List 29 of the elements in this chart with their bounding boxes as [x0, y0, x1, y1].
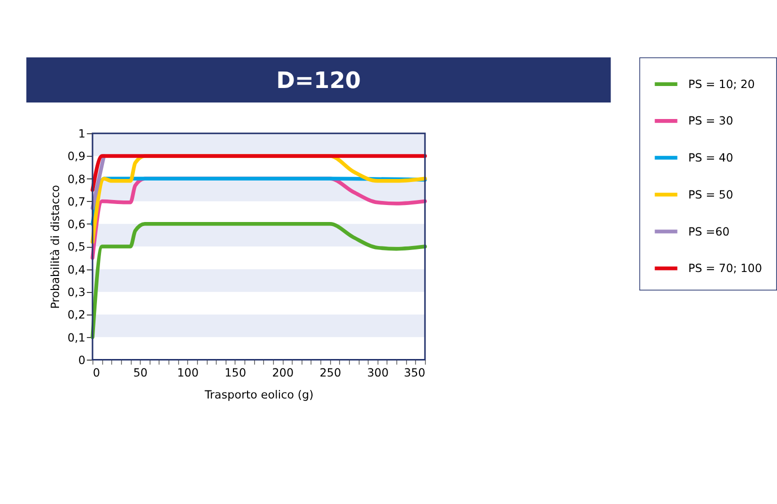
x-tick-label: 0	[92, 366, 100, 380]
x-axis-title: Trasporto eolico (g)	[204, 388, 314, 402]
legend-label: PS = 30	[688, 114, 734, 128]
y-tick-label: 0,2	[67, 308, 86, 322]
y-tick-label: 0,6	[67, 218, 86, 232]
legend-label: PS =60	[688, 225, 730, 238]
y-tick-label: 0,8	[67, 172, 86, 186]
x-tick-label: 150	[224, 366, 246, 380]
x-tick-label: 350	[404, 366, 426, 380]
y-tick-label: 0	[78, 354, 86, 367]
x-tick-label: 50	[133, 366, 148, 380]
legend-label: PS = 50	[688, 188, 734, 202]
x-tick-label: 250	[320, 366, 342, 380]
y-tick-label: 0,5	[67, 240, 86, 254]
y-axis-title: Probabilità di distacco	[49, 184, 62, 309]
y-tick-label: 0,4	[67, 263, 86, 276]
line-series	[90, 222, 427, 339]
chart-title: D=120	[276, 68, 361, 94]
y-tick-label: 1	[78, 127, 86, 140]
legend-label: PS = 70; 100	[688, 262, 762, 276]
legend-label: PS = 40	[688, 152, 734, 165]
y-tick-label: 0,9	[67, 150, 86, 164]
y-tick-label: 0,1	[67, 331, 86, 344]
legend-label: PS = 10; 20	[688, 78, 755, 91]
x-tick-label: 200	[272, 366, 294, 380]
y-tick-label: 0,3	[67, 286, 86, 299]
x-tick-label: 300	[367, 366, 389, 380]
x-tick-label: 100	[177, 366, 199, 380]
y-tick-label: 0,7	[67, 195, 86, 208]
